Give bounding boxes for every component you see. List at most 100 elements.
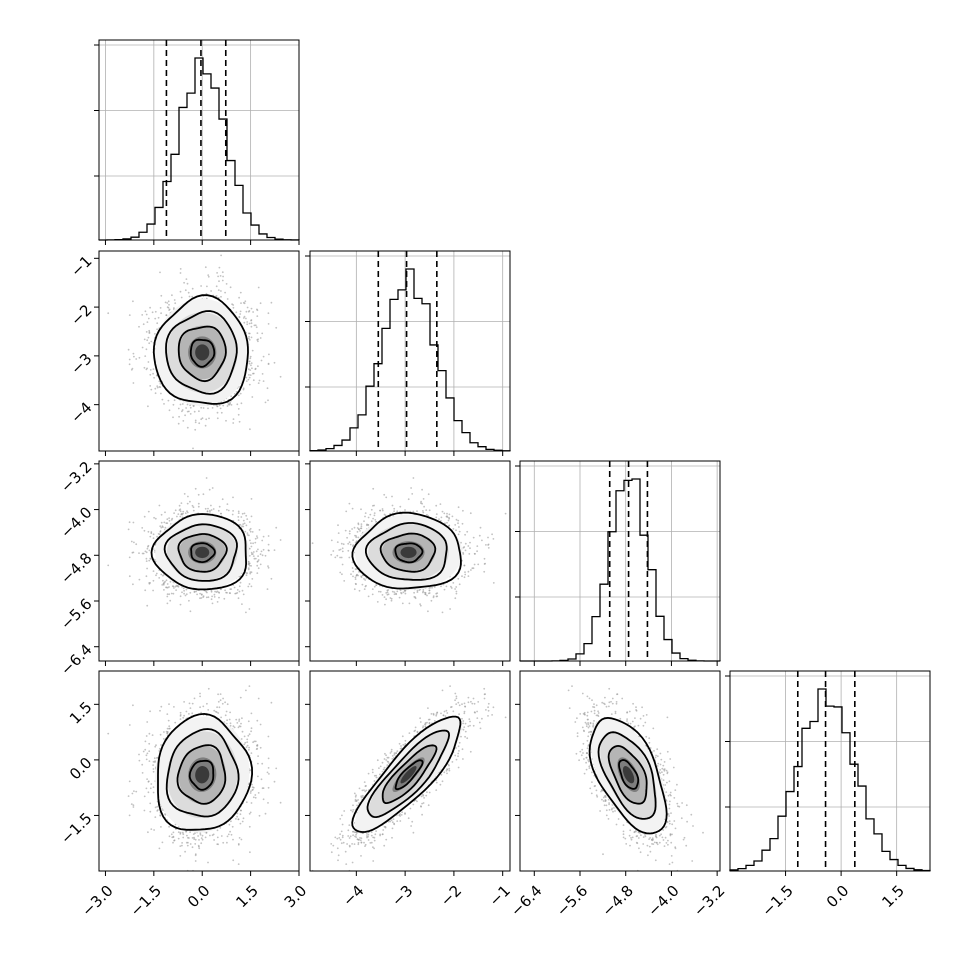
sample-point (219, 275, 222, 277)
sample-point (245, 524, 248, 527)
sample-point (165, 586, 168, 589)
sample-point (210, 509, 213, 511)
sample-point (132, 352, 135, 355)
sample-point (160, 312, 163, 315)
sample-point (246, 306, 249, 309)
sample-point (216, 272, 219, 274)
sample-point (220, 588, 222, 591)
sample-point (245, 574, 248, 577)
sample-point (172, 592, 175, 595)
sample-point (249, 357, 252, 360)
sample-point (176, 585, 179, 588)
sample-point (241, 512, 244, 515)
sample-point (173, 307, 175, 309)
sample-point (247, 378, 250, 381)
sample-point (158, 504, 161, 507)
sample-point (250, 565, 253, 567)
sample-point (147, 530, 150, 533)
sample-point (262, 535, 265, 538)
sample-point (179, 515, 182, 518)
sample-point (213, 596, 216, 598)
sample-point (158, 577, 161, 579)
sample-point (186, 403, 189, 406)
sample-point (233, 393, 236, 395)
sample-point (258, 379, 261, 382)
sample-point (261, 332, 264, 335)
sample-point (195, 590, 198, 593)
panel-content (107, 477, 282, 614)
sample-point (164, 301, 167, 304)
sample-point (174, 302, 177, 305)
sample-point (166, 583, 169, 585)
sample-point (153, 558, 156, 561)
sample-point (229, 588, 232, 590)
sample-point (248, 335, 251, 338)
sample-point (248, 310, 251, 312)
sample-point (207, 275, 210, 278)
sample-point (144, 355, 147, 357)
sample-point (216, 405, 219, 408)
sample-point (250, 364, 252, 367)
sample-point (260, 359, 263, 362)
sample-point (213, 593, 216, 596)
sample-point (153, 516, 156, 519)
sample-point (195, 462, 197, 464)
sample-point (267, 312, 270, 315)
sample-point (172, 403, 175, 406)
sample-point (162, 574, 164, 577)
sample-point (147, 317, 150, 320)
sample-point (256, 535, 258, 537)
sample-point (185, 593, 188, 596)
sample-point (154, 387, 157, 390)
sample-point (264, 401, 267, 404)
sample-point (145, 331, 148, 333)
sample-point (160, 521, 163, 524)
sample-point (174, 509, 177, 512)
sample-point (168, 517, 171, 519)
sample-point (229, 592, 232, 595)
contour-line (165, 310, 238, 395)
sample-point (151, 311, 154, 314)
diag-panel-1 (309, 250, 511, 452)
sample-point (226, 503, 229, 505)
sample-point (158, 533, 161, 536)
sample-point (256, 564, 259, 567)
sample-point (159, 271, 161, 274)
sample-point (237, 394, 240, 397)
panel-frame (519, 460, 721, 662)
sample-point (152, 537, 155, 540)
sample-point (275, 526, 278, 529)
sample-point (221, 279, 224, 282)
sample-point (256, 315, 259, 317)
sample-point (152, 368, 155, 370)
sample-point (252, 542, 255, 545)
sample-point (262, 548, 265, 551)
sample-point (220, 411, 223, 414)
sample-point (150, 340, 153, 343)
sample-point (242, 593, 245, 596)
sample-point (146, 567, 149, 570)
sample-point (207, 507, 209, 510)
sample-point (168, 303, 170, 306)
sample-point (132, 300, 134, 303)
sample-point (248, 332, 250, 335)
sample-point (168, 308, 171, 311)
sample-point (150, 388, 153, 391)
sample-point (217, 509, 220, 512)
sample-point (250, 307, 253, 310)
sample-point (237, 597, 240, 600)
sample-point (188, 599, 190, 602)
sample-point (175, 589, 178, 591)
sample-point (216, 590, 219, 593)
sample-point (225, 419, 227, 422)
sample-point (255, 550, 258, 553)
sample-point (238, 590, 241, 593)
sample-point (141, 346, 144, 349)
sample-point (152, 570, 155, 572)
density-level (195, 344, 210, 361)
sample-point (149, 306, 152, 309)
sample-point (200, 285, 203, 287)
sample-point (275, 326, 278, 329)
sample-point (238, 296, 241, 299)
